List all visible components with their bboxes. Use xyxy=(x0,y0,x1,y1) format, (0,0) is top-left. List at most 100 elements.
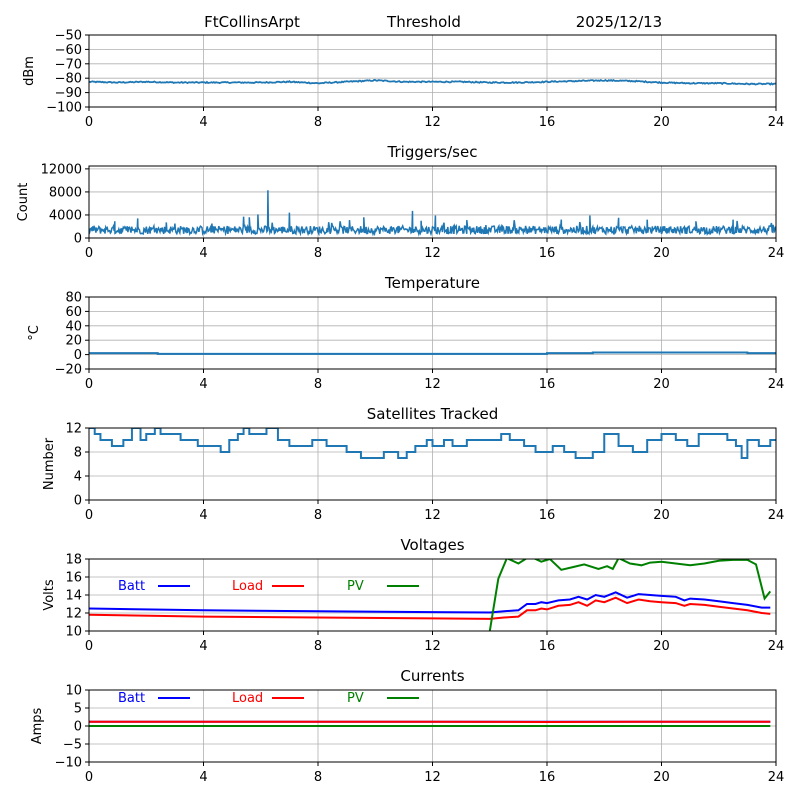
x-tick-label: 4 xyxy=(199,115,207,130)
x-tick-label: 20 xyxy=(653,377,670,392)
x-tick-label: 12 xyxy=(424,639,441,654)
y-tick-label: 0 xyxy=(74,494,82,509)
x-tick-label: 8 xyxy=(314,770,322,785)
panel-satellites: 0 4 8 12 16 20 24 0 4 8 12 Number Satellites Tracked xyxy=(42,405,784,523)
legend-label-load: Load xyxy=(232,691,263,706)
y-tick-label: 14 xyxy=(65,589,82,604)
chart-title: Temperature xyxy=(384,274,480,292)
legend-label-batt: Batt xyxy=(118,579,145,594)
y-tick-label: 12000 xyxy=(41,162,82,177)
series-line-threshold xyxy=(89,78,776,86)
x-tick-label: 16 xyxy=(539,115,556,130)
x-tick-label: 12 xyxy=(424,508,441,523)
y-tick-label: 5 xyxy=(74,702,82,717)
x-tick-label: 4 xyxy=(199,508,207,523)
x-tick-label: 16 xyxy=(539,246,556,261)
series-group xyxy=(89,559,772,631)
x-tick-label: 4 xyxy=(199,246,207,261)
x-tick-label: 20 xyxy=(653,115,670,130)
series-group xyxy=(89,78,776,86)
x-tick-label: 4 xyxy=(199,639,207,654)
x-tick-label: 0 xyxy=(85,115,93,130)
series-line-temperature xyxy=(89,351,776,355)
legend-label-pv: PV xyxy=(347,579,364,594)
y-axis-label: Amps xyxy=(30,707,45,744)
chart-title: Satellites Tracked xyxy=(367,405,498,423)
y-tick-label: −5 xyxy=(63,738,82,753)
y-tick-label: −50 xyxy=(55,29,82,44)
y-tick-label: 0 xyxy=(74,348,82,363)
panel-triggers: 0 4 8 12 16 20 24 0 4000 8000 12000 Count Triggers/s… xyxy=(16,143,784,261)
y-tick-label: 10 xyxy=(65,684,82,699)
series-group xyxy=(89,190,776,237)
legend-label-load: Load xyxy=(232,579,263,594)
y-axis-label: dBm xyxy=(22,56,37,86)
x-tick-label: 16 xyxy=(539,770,556,785)
x-tick-label: 8 xyxy=(314,115,322,130)
x-tick-label: 24 xyxy=(768,508,785,523)
y-tick-label: −10 xyxy=(55,756,82,771)
y-axis-label: Number xyxy=(42,437,57,490)
x-tick-label: 24 xyxy=(768,377,785,392)
x-tick-label: 20 xyxy=(653,508,670,523)
series-line-batt xyxy=(89,591,771,614)
x-tick-label: 16 xyxy=(539,639,556,654)
y-tick-label: 12 xyxy=(65,607,82,622)
y-tick-label: 80 xyxy=(65,291,82,306)
y-tick-label: 4 xyxy=(74,470,82,485)
x-tick-label: 4 xyxy=(199,770,207,785)
series-line-triggers xyxy=(89,190,776,237)
y-tick-label: 10 xyxy=(65,625,82,640)
y-tick-label: −60 xyxy=(55,43,82,58)
legend-label-pv: PV xyxy=(347,691,364,706)
y-tick-label: 16 xyxy=(65,571,82,586)
y-tick-label: 12 xyxy=(65,422,82,437)
x-tick-label: 12 xyxy=(424,377,441,392)
y-tick-label: 8 xyxy=(74,446,82,461)
x-tick-label: 12 xyxy=(424,246,441,261)
x-tick-label: 0 xyxy=(85,246,93,261)
x-tick-label: 24 xyxy=(768,246,785,261)
x-tick-label: 0 xyxy=(85,508,93,523)
series-line-load xyxy=(89,596,771,620)
x-tick-label: 16 xyxy=(539,377,556,392)
y-axis-label: °C xyxy=(27,325,42,341)
x-tick-label: 8 xyxy=(314,246,322,261)
x-tick-label: 24 xyxy=(768,770,785,785)
x-tick-label: 0 xyxy=(85,377,93,392)
panel-currents: 0 4 8 12 16 20 24 −10 −5 0 5 10 Amps Currents Batt Load… xyxy=(30,667,784,785)
header-mode: Threshold xyxy=(386,13,461,31)
x-tick-label: 8 xyxy=(314,639,322,654)
x-tick-label: 20 xyxy=(653,770,670,785)
legend-label-batt: Batt xyxy=(118,691,145,706)
y-tick-label: 0 xyxy=(74,720,82,735)
series-group xyxy=(89,720,771,727)
y-tick-label: −20 xyxy=(55,363,82,378)
x-tick-label: 12 xyxy=(424,115,441,130)
chart-title: Voltages xyxy=(400,536,464,554)
x-tick-label: 20 xyxy=(653,639,670,654)
y-axis-label: Volts xyxy=(42,579,57,611)
y-tick-label: 4000 xyxy=(49,208,82,223)
y-tick-label: −100 xyxy=(46,101,82,116)
x-tick-label: 16 xyxy=(539,508,556,523)
x-tick-label: 8 xyxy=(314,377,322,392)
series-group xyxy=(89,428,776,459)
series-line-satellites xyxy=(89,428,776,459)
x-tick-label: 4 xyxy=(199,377,207,392)
y-tick-label: 40 xyxy=(65,319,82,334)
panel-voltages: 0 4 8 12 16 20 24 10 12 14 16 18 Volts Voltages Batt Lo… xyxy=(42,536,784,654)
y-tick-label: 60 xyxy=(65,305,82,320)
x-tick-label: 24 xyxy=(768,115,785,130)
y-axis-label: Count xyxy=(16,183,31,222)
chart-title: Currents xyxy=(400,667,464,685)
header-station: FtCollinsArpt xyxy=(204,13,300,31)
header-date: 2025/12/13 xyxy=(576,13,662,31)
x-tick-label: 24 xyxy=(768,639,785,654)
x-tick-label: 8 xyxy=(314,508,322,523)
panel-threshold: 0 4 8 12 16 20 24 −100−90−80−70−60−50 dBm xyxy=(22,29,784,131)
y-tick-label: 0 xyxy=(74,232,82,247)
y-tick-label: 8000 xyxy=(49,185,82,200)
